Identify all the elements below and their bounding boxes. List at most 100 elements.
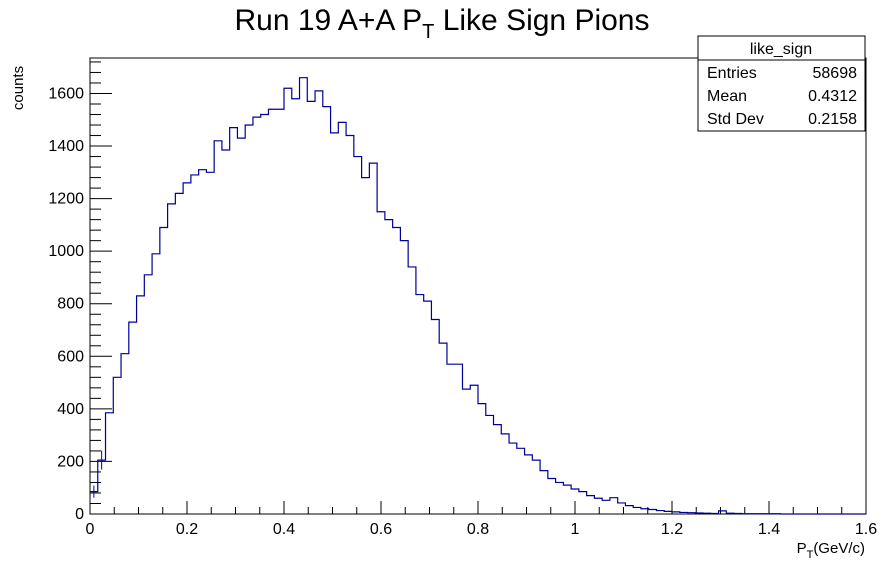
- x-label-suffix: (GeV/c): [813, 540, 865, 557]
- x-tick-label: 1.6: [855, 521, 877, 538]
- x-tick-label: 0.6: [370, 521, 392, 538]
- histogram-bin: [331, 133, 339, 514]
- stats-box-title: like_sign: [750, 41, 812, 58]
- x-tick-label: 0.2: [176, 521, 198, 538]
- histogram-bin: [315, 91, 323, 514]
- x-tick-label: 1: [571, 521, 580, 538]
- histogram-bin: [486, 415, 494, 514]
- histogram-bin: [494, 425, 502, 514]
- histogram-bin: [462, 389, 470, 514]
- histogram-bin: [214, 141, 222, 514]
- stats-stddev-label: Std Dev: [707, 111, 764, 128]
- histogram-bin: [276, 109, 284, 514]
- histogram-bin: [587, 496, 595, 514]
- histogram-bin: [455, 364, 463, 514]
- x-tick-label: 0.4: [273, 521, 295, 538]
- y-tick-label: 400: [57, 401, 84, 418]
- histogram-bin: [230, 128, 238, 514]
- histogram-bin: [354, 157, 362, 514]
- histogram-bin: [323, 107, 331, 514]
- histogram-bin: [183, 183, 191, 514]
- histogram-bin: [144, 275, 152, 514]
- histogram-bin: [393, 228, 401, 514]
- chart-title: Run 19 A+A PT Like Sign Pions: [234, 4, 649, 43]
- stats-mean-value: 0.4312: [808, 88, 857, 105]
- histogram-bin: [594, 498, 602, 514]
- histogram-series: [90, 78, 866, 514]
- histogram-bin: [501, 434, 509, 514]
- histogram-bin: [113, 377, 121, 514]
- stats-entries-value: 58698: [813, 65, 858, 82]
- stats-entries-label: Entries: [707, 65, 757, 82]
- histogram-bin: [408, 267, 416, 514]
- histogram-bin: [447, 364, 455, 514]
- stats-mean-label: Mean: [707, 88, 747, 105]
- histogram-bin: [362, 178, 370, 514]
- stats-stddev-value: 0.2158: [808, 111, 857, 128]
- histogram-bin: [540, 471, 548, 514]
- histogram-bin: [338, 122, 346, 514]
- histogram-bin: [121, 354, 129, 514]
- histogram-bin: [548, 479, 556, 514]
- x-label-main: P: [797, 540, 807, 557]
- histogram-bin: [571, 489, 579, 514]
- histogram-bin: [416, 295, 424, 514]
- histogram-bin: [160, 228, 168, 514]
- title-subscript: T: [422, 21, 434, 43]
- stats-box: like_sign Entries 58698 Mean 0.4312 Std …: [698, 36, 865, 131]
- histogram-bin: [532, 460, 540, 514]
- histogram-bin: [602, 500, 610, 514]
- histogram-bin: [618, 503, 626, 514]
- y-axis-label: counts: [10, 66, 27, 110]
- histogram-bin: [206, 172, 214, 514]
- histogram-bin: [253, 117, 261, 514]
- histogram-bin: [152, 254, 160, 514]
- histogram-bin: [470, 385, 478, 514]
- title-suffix: Like Sign Pions: [434, 4, 649, 37]
- histogram-bin: [579, 492, 587, 514]
- histogram-bin: [377, 212, 385, 514]
- histogram-bin: [385, 220, 393, 514]
- histogram-bin: [268, 109, 276, 514]
- histogram-bin: [175, 193, 183, 514]
- histogram-bin: [431, 320, 439, 514]
- histogram-bin: [292, 99, 300, 514]
- histogram-bin: [307, 101, 315, 514]
- histogram-bin: [633, 507, 641, 514]
- histogram-bin: [284, 88, 292, 514]
- histogram-bin: [517, 448, 525, 514]
- histogram-bin: [478, 404, 486, 514]
- histogram-bin: [509, 443, 517, 514]
- x-tick-label: 1.4: [758, 521, 780, 538]
- histogram-bin: [137, 296, 145, 514]
- histogram-bin: [168, 204, 176, 514]
- histogram-bin: [222, 150, 230, 514]
- histogram-bin: [261, 115, 269, 514]
- histogram-bin: [191, 175, 199, 514]
- histogram-bin: [245, 125, 253, 514]
- histogram-bin: [649, 510, 657, 514]
- histogram-bin: [300, 78, 308, 514]
- histogram-bin: [525, 455, 533, 514]
- x-tick-label: 0.8: [467, 521, 489, 538]
- title-main: Run 19 A+A P: [234, 4, 422, 37]
- x-axis-label: PT(GeV/c): [797, 540, 865, 561]
- histogram-bin: [369, 163, 377, 514]
- histogram-bin: [346, 136, 354, 514]
- histogram-bin: [556, 482, 564, 514]
- y-tick-label: 1600: [48, 85, 84, 102]
- x-tick-label: 1.2: [661, 521, 683, 538]
- histogram-bin: [106, 413, 114, 514]
- histogram-bin: [199, 170, 207, 514]
- histogram-bin: [563, 485, 571, 514]
- histogram-bin: [400, 241, 408, 514]
- histogram-bin: [625, 506, 633, 514]
- histogram-bin: [424, 301, 432, 514]
- y-tick-label: 200: [57, 453, 84, 470]
- histogram-bin: [237, 138, 245, 514]
- x-tick-label: 0: [86, 521, 95, 538]
- y-tick-label: 800: [57, 296, 84, 313]
- histogram-bin: [641, 509, 649, 514]
